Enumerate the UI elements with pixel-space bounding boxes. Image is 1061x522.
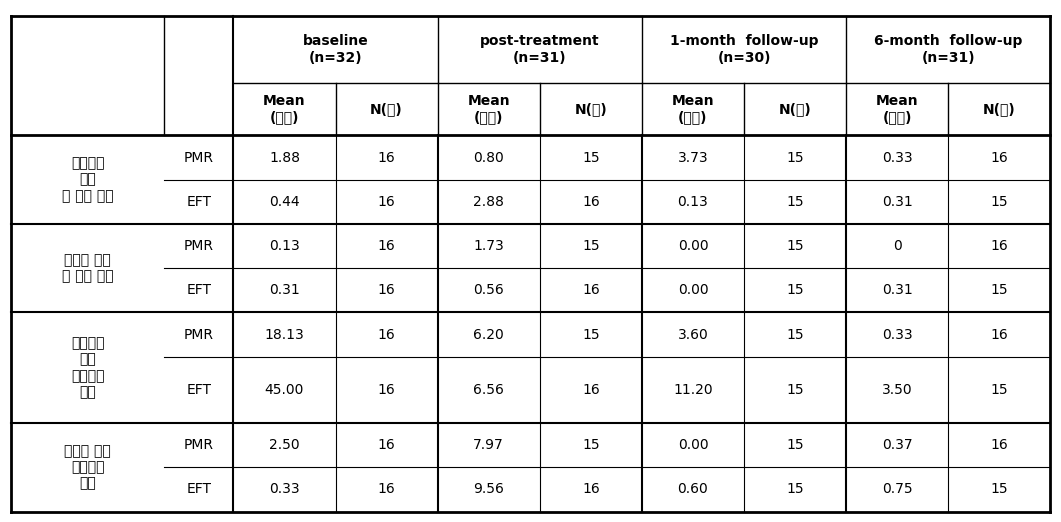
Text: Mean
(시간): Mean (시간) xyxy=(468,94,510,124)
Text: 0.33: 0.33 xyxy=(269,482,300,496)
Text: Mean
(시간): Mean (시간) xyxy=(263,94,306,124)
Text: 16: 16 xyxy=(582,383,599,397)
Text: 15: 15 xyxy=(991,482,1008,496)
Text: 치료로 인한
가사손실
시간: 치료로 인한 가사손실 시간 xyxy=(64,444,111,491)
Text: N(명): N(명) xyxy=(574,102,607,116)
Text: PMR: PMR xyxy=(184,239,214,253)
Text: EFT: EFT xyxy=(187,482,211,496)
Text: 0.37: 0.37 xyxy=(882,438,912,452)
Text: 0.13: 0.13 xyxy=(269,239,300,253)
Text: 16: 16 xyxy=(378,195,396,209)
Text: 0.00: 0.00 xyxy=(678,438,709,452)
Text: 2.88: 2.88 xyxy=(473,195,504,209)
Text: 18.13: 18.13 xyxy=(264,327,305,341)
Text: 15: 15 xyxy=(582,438,599,452)
Text: 11.20: 11.20 xyxy=(673,383,713,397)
Text: 15: 15 xyxy=(786,327,804,341)
Text: 3.73: 3.73 xyxy=(678,150,709,164)
Text: 16: 16 xyxy=(378,327,396,341)
Text: 0.80: 0.80 xyxy=(473,150,504,164)
Text: 0.75: 0.75 xyxy=(882,482,912,496)
Text: 16: 16 xyxy=(582,283,599,298)
Text: 16: 16 xyxy=(378,150,396,164)
Text: 증상으로
인한
일 손실 시간: 증상으로 인한 일 손실 시간 xyxy=(62,157,114,203)
Text: 15: 15 xyxy=(786,239,804,253)
Text: post-treatment
(n=31): post-treatment (n=31) xyxy=(480,34,599,65)
Text: 15: 15 xyxy=(786,383,804,397)
Text: N(명): N(명) xyxy=(982,102,1015,116)
Text: 16: 16 xyxy=(991,327,1008,341)
Text: 9.56: 9.56 xyxy=(473,482,504,496)
Text: 15: 15 xyxy=(991,383,1008,397)
Text: 16: 16 xyxy=(378,383,396,397)
Text: PMR: PMR xyxy=(184,150,214,164)
Text: 0.33: 0.33 xyxy=(882,150,912,164)
Text: PMR: PMR xyxy=(184,438,214,452)
Text: N(명): N(명) xyxy=(370,102,403,116)
Text: EFT: EFT xyxy=(187,195,211,209)
Text: 15: 15 xyxy=(582,327,599,341)
Text: 15: 15 xyxy=(786,482,804,496)
Text: EFT: EFT xyxy=(187,383,211,397)
Text: baseline
(n=32): baseline (n=32) xyxy=(302,34,368,65)
Text: 16: 16 xyxy=(378,482,396,496)
Text: N(명): N(명) xyxy=(779,102,812,116)
Text: 15: 15 xyxy=(582,150,599,164)
Text: 15: 15 xyxy=(991,283,1008,298)
Text: 16: 16 xyxy=(991,438,1008,452)
Text: 0.31: 0.31 xyxy=(269,283,300,298)
Text: 0.44: 0.44 xyxy=(269,195,300,209)
Text: 16: 16 xyxy=(991,239,1008,253)
Text: 6.56: 6.56 xyxy=(473,383,504,397)
Text: 1-month  follow-up
(n=30): 1-month follow-up (n=30) xyxy=(669,34,818,65)
Text: 15: 15 xyxy=(991,195,1008,209)
Text: 15: 15 xyxy=(786,195,804,209)
Text: 7.97: 7.97 xyxy=(473,438,504,452)
Text: 0.56: 0.56 xyxy=(473,283,504,298)
Text: 16: 16 xyxy=(582,482,599,496)
Text: 0.00: 0.00 xyxy=(678,239,709,253)
Text: 16: 16 xyxy=(991,150,1008,164)
Text: 16: 16 xyxy=(582,195,599,209)
Text: 0.33: 0.33 xyxy=(882,327,912,341)
Text: 0.13: 0.13 xyxy=(678,195,709,209)
Text: 45.00: 45.00 xyxy=(265,383,305,397)
Text: 2.50: 2.50 xyxy=(269,438,300,452)
Text: 15: 15 xyxy=(786,438,804,452)
Text: 0.31: 0.31 xyxy=(882,195,912,209)
Text: 15: 15 xyxy=(786,283,804,298)
Text: 15: 15 xyxy=(582,239,599,253)
Text: 15: 15 xyxy=(786,150,804,164)
Text: 1.88: 1.88 xyxy=(269,150,300,164)
Text: 0.60: 0.60 xyxy=(678,482,709,496)
Text: 6-month  follow-up
(n=31): 6-month follow-up (n=31) xyxy=(874,34,1023,65)
Text: 3.50: 3.50 xyxy=(882,383,912,397)
Text: 증상으로
인한
가사손실
시간: 증상으로 인한 가사손실 시간 xyxy=(71,337,104,399)
Text: 16: 16 xyxy=(378,283,396,298)
Text: 3.60: 3.60 xyxy=(678,327,709,341)
Text: 6.20: 6.20 xyxy=(473,327,504,341)
Text: 0.31: 0.31 xyxy=(882,283,912,298)
Text: 치료로 인한
일 손실 시간: 치료로 인한 일 손실 시간 xyxy=(62,253,114,283)
Text: Mean
(시간): Mean (시간) xyxy=(876,94,919,124)
Text: 0.00: 0.00 xyxy=(678,283,709,298)
Text: Mean
(시간): Mean (시간) xyxy=(672,94,714,124)
Text: EFT: EFT xyxy=(187,283,211,298)
Text: 16: 16 xyxy=(378,438,396,452)
Text: 1.73: 1.73 xyxy=(473,239,504,253)
Text: PMR: PMR xyxy=(184,327,214,341)
Text: 16: 16 xyxy=(378,239,396,253)
Text: 0: 0 xyxy=(893,239,902,253)
